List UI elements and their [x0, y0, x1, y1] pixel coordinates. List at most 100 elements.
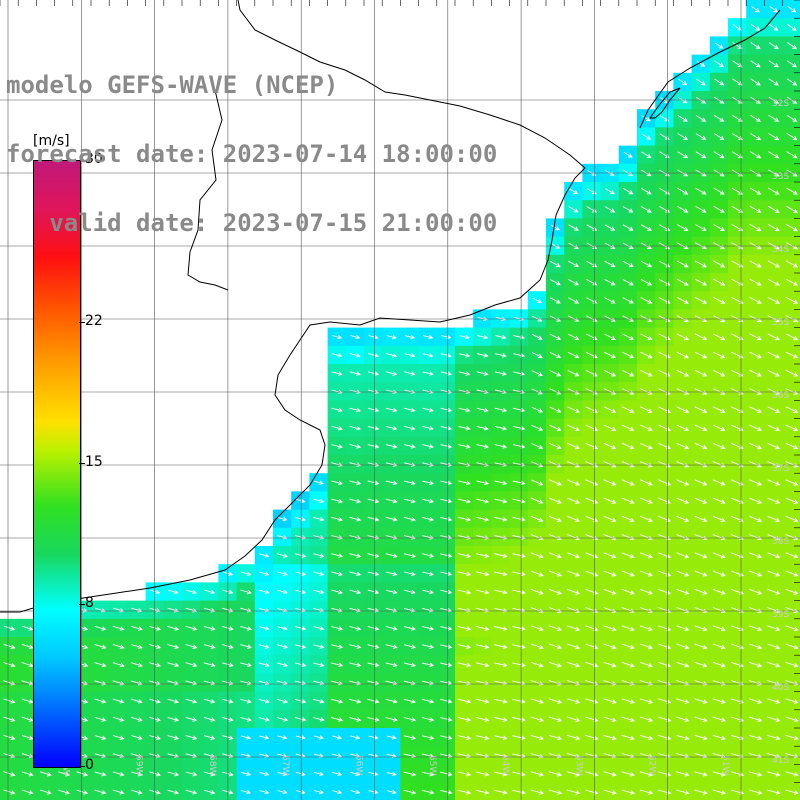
wind-arrow	[3, 771, 16, 777]
wind-arrow	[712, 625, 726, 632]
wind-arrow	[622, 351, 635, 359]
wind-arrow	[640, 369, 653, 377]
wind-arrow	[512, 771, 526, 777]
wind-arrow	[422, 371, 434, 376]
wind-cell	[273, 782, 292, 800]
wind-arrow	[548, 734, 563, 741]
wind-arrow	[476, 353, 489, 358]
wind-arrow	[603, 461, 617, 468]
wind-arrow	[750, 133, 762, 141]
wind-arrow	[331, 516, 344, 522]
wind-arrow	[767, 333, 781, 341]
wind-arrow	[367, 480, 380, 486]
wind-arrow	[94, 789, 107, 795]
wind-arrow	[604, 188, 616, 195]
wind-arrow	[512, 516, 526, 522]
wind-arrow	[259, 571, 270, 576]
wind-arrow	[749, 479, 763, 486]
wind-arrow	[567, 479, 581, 486]
wind-arrow	[767, 734, 781, 741]
wind-arrow	[258, 717, 270, 722]
wind-arrow	[567, 297, 580, 304]
wind-arrow	[714, 60, 724, 68]
wind-arrow	[422, 644, 435, 649]
wind-arrow	[676, 442, 690, 450]
wind-arrow	[567, 442, 580, 450]
wind-arrow	[476, 444, 489, 449]
colorbar-tick-label: 22	[85, 312, 103, 329]
wind-arrow	[640, 224, 652, 231]
wind-arrow	[603, 406, 617, 413]
wind-arrow	[550, 260, 561, 267]
wind-arrow	[585, 497, 599, 504]
wind-arrow	[677, 115, 688, 122]
wind-arrow	[276, 662, 289, 668]
wind-arrow	[567, 534, 581, 541]
wind-arrow	[531, 370, 543, 377]
wind-arrow	[785, 406, 799, 413]
wind-arrow	[203, 644, 216, 649]
wind-arrow	[694, 297, 708, 304]
wind-arrow	[603, 497, 617, 504]
colorbar-tick-label: 8	[85, 595, 94, 612]
wind-arrow	[621, 771, 635, 777]
wind-arrow	[786, 151, 798, 159]
wind-arrow	[621, 716, 635, 723]
wind-arrow	[749, 151, 762, 159]
wind-arrow	[639, 661, 653, 668]
wind-arrow	[621, 643, 635, 650]
wind-arrow	[749, 570, 763, 577]
wind-arrow	[604, 260, 616, 268]
wind-arrow	[494, 662, 508, 668]
wind-arrow	[767, 789, 781, 795]
wind-arrow	[477, 334, 489, 340]
wind-arrow	[277, 589, 288, 595]
wind-arrow	[531, 406, 544, 413]
wind-arrow	[276, 553, 288, 558]
wind-arrow	[331, 662, 344, 668]
wind-arrow	[222, 771, 234, 777]
wind-arrow	[712, 333, 726, 341]
coastline-lagoon	[649, 87, 681, 119]
wind-arrow	[403, 480, 416, 486]
wind-arrow	[457, 789, 472, 795]
wind-arrow	[785, 479, 799, 486]
wind-arrow	[549, 424, 562, 431]
wind-cell	[782, 254, 800, 274]
wind-arrow	[130, 662, 143, 668]
wind-arrow	[768, 42, 779, 50]
wind-arrow	[676, 260, 689, 268]
wind-arrow	[621, 789, 636, 795]
colorbar-tick-mark	[79, 321, 85, 323]
wind-arrow	[732, 60, 743, 68]
wind-arrow	[530, 771, 544, 777]
wind-arrow	[567, 661, 581, 668]
wind-arrow	[676, 771, 690, 777]
wind-arrow	[767, 369, 781, 377]
wind-arrow	[203, 625, 216, 631]
wind-arrow	[621, 734, 635, 741]
wind-arrow	[585, 643, 599, 650]
wind-arrow	[549, 534, 562, 541]
wind-arrow	[786, 224, 798, 232]
wind-arrow	[767, 534, 781, 541]
colorbar-tick-label: 0	[85, 757, 94, 773]
wind-arrow	[112, 698, 125, 704]
wind-arrow	[167, 698, 180, 704]
wind-arrow	[313, 589, 325, 595]
wind-arrow	[512, 717, 526, 722]
wind-arrow	[567, 552, 581, 559]
wind-arrow	[495, 334, 507, 340]
wind-arrow	[549, 461, 562, 468]
wind-cell	[782, 36, 800, 56]
wind-arrow	[349, 571, 362, 577]
wind-arrow	[440, 516, 453, 522]
wind-arrow	[585, 771, 599, 777]
wind-arrow	[694, 369, 708, 377]
wind-arrow	[475, 625, 490, 631]
wind-arrow	[295, 789, 306, 795]
wind-arrow	[76, 789, 89, 795]
wind-arrow	[621, 661, 635, 668]
wind-arrow	[241, 789, 252, 795]
wind-arrow	[767, 698, 781, 704]
